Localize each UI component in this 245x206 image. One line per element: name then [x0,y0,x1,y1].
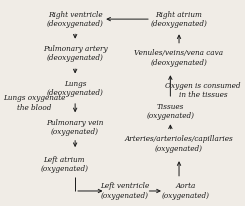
Text: Right ventricle
(deoxygenated): Right ventricle (deoxygenated) [47,11,104,28]
Text: Arteries/arterioles/capillaries
(oxygenated): Arteries/arterioles/capillaries (oxygena… [125,135,233,152]
Text: Tissues
(oxygenated): Tissues (oxygenated) [146,103,194,120]
Text: Aorta
(oxygenated): Aorta (oxygenated) [161,182,209,200]
Text: Pulmonary vein
(oxygenated): Pulmonary vein (oxygenated) [47,119,104,136]
Text: Oxygen is consumed
in the tissues: Oxygen is consumed in the tissues [165,82,241,99]
Text: Left atrium
(oxygenated): Left atrium (oxygenated) [40,156,88,173]
Text: Right atrium
(deoxygenated): Right atrium (deoxygenated) [151,11,208,28]
Text: Left ventricle
(oxygenated): Left ventricle (oxygenated) [100,182,149,200]
Text: Lungs oxygenate
the blood: Lungs oxygenate the blood [3,94,65,112]
Text: Lungs
(deoxygenated): Lungs (deoxygenated) [47,80,104,97]
Text: Venules/veins/vena cava
(deoxygenated): Venules/veins/vena cava (deoxygenated) [135,49,224,67]
Text: Pulmonary artery
(deoxygenated): Pulmonary artery (deoxygenated) [43,45,108,62]
